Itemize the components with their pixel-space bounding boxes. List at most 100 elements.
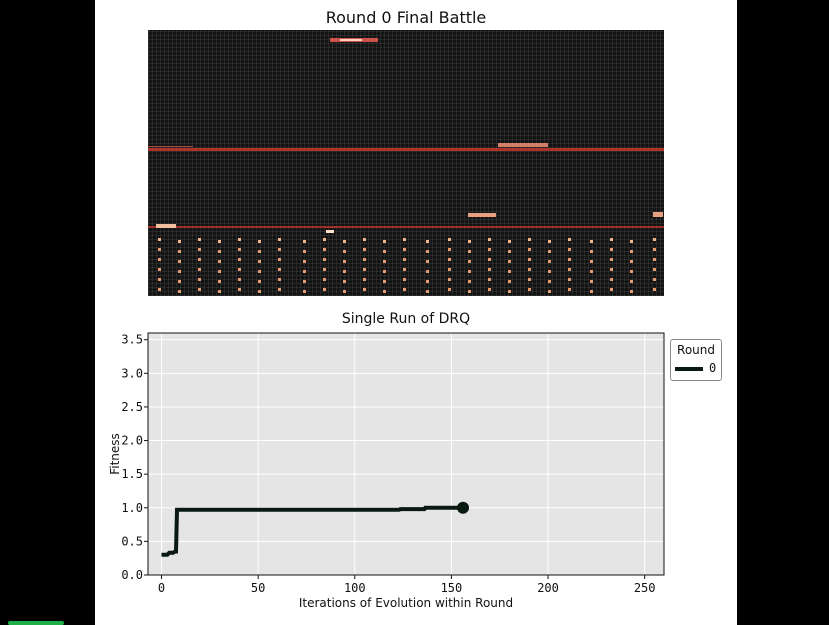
arena-process-dot bbox=[468, 280, 471, 283]
arena-process-dot bbox=[278, 258, 281, 261]
legend-swatch bbox=[675, 367, 703, 371]
legend-title: Round bbox=[677, 343, 715, 357]
arena-process-dot bbox=[590, 280, 593, 283]
arena-process-dot bbox=[528, 258, 531, 261]
arena-process-dot bbox=[630, 290, 633, 293]
arena-process-dot bbox=[323, 248, 326, 251]
arena-process-dot bbox=[426, 270, 429, 273]
arena-process-dot bbox=[488, 248, 491, 251]
arena-process-dot bbox=[343, 240, 346, 243]
arena-process-dot bbox=[383, 290, 386, 293]
arena-process-dot bbox=[488, 258, 491, 261]
x-tick-label: 250 bbox=[634, 581, 656, 595]
arena-process-dot bbox=[468, 240, 471, 243]
chart-title: Single Run of DRQ bbox=[341, 311, 471, 327]
arena-process-dot bbox=[488, 268, 491, 271]
arena-process-dot bbox=[630, 280, 633, 283]
x-tick-label: 200 bbox=[537, 581, 559, 595]
battle-arena-svg bbox=[148, 38, 664, 293]
arena-process-dot bbox=[303, 260, 306, 263]
arena-process-dot bbox=[343, 260, 346, 263]
arena-process-dot bbox=[590, 270, 593, 273]
arena-process-dot bbox=[218, 240, 221, 243]
arena-process-dot bbox=[590, 250, 593, 253]
y-tick-label: 3.0 bbox=[121, 366, 143, 380]
y-axis-label: Fitness bbox=[108, 433, 122, 475]
arena-process-dot bbox=[468, 270, 471, 273]
arena-process-dot bbox=[568, 278, 571, 281]
arena-process-dot bbox=[323, 238, 326, 241]
arena-process-dot bbox=[448, 268, 451, 271]
arena-process-dot bbox=[198, 258, 201, 261]
battle-arena-canvas bbox=[148, 30, 664, 296]
arena-process-dot bbox=[403, 268, 406, 271]
arena-process-dot bbox=[198, 288, 201, 291]
arena-process-dot bbox=[590, 260, 593, 263]
arena-process-dot bbox=[448, 248, 451, 251]
arena-process-dot bbox=[258, 260, 261, 263]
arena-process-dot bbox=[303, 280, 306, 283]
arena-process-dot bbox=[258, 270, 261, 273]
arena-process-dot bbox=[508, 250, 511, 253]
arena-process-dot bbox=[630, 250, 633, 253]
arena-process-dot bbox=[238, 258, 241, 261]
arena-process-dot bbox=[448, 258, 451, 261]
y-tick-label: 3.5 bbox=[121, 333, 143, 347]
arena-process-dot bbox=[323, 268, 326, 271]
arena-process-dot bbox=[238, 278, 241, 281]
arena-process-dot bbox=[218, 250, 221, 253]
arena-process-dot bbox=[448, 278, 451, 281]
arena-process-dot bbox=[528, 238, 531, 241]
arena-process-dot bbox=[448, 238, 451, 241]
arena-process-dot bbox=[508, 280, 511, 283]
arena-process-dot bbox=[468, 260, 471, 263]
arena-process-dot bbox=[278, 248, 281, 251]
arena-process-dot bbox=[488, 238, 491, 241]
arena-process-dot bbox=[258, 250, 261, 253]
arena-process-dot bbox=[218, 270, 221, 273]
arena-process-dot bbox=[653, 288, 656, 291]
chart-legend: Round 0 bbox=[670, 339, 722, 381]
arena-process-dot bbox=[323, 258, 326, 261]
arena-process-dot bbox=[468, 290, 471, 293]
arena-process-dot bbox=[198, 238, 201, 241]
arena-process-dot bbox=[158, 248, 161, 251]
arena-process-dot bbox=[178, 290, 181, 293]
arena-process-dot bbox=[363, 238, 366, 241]
arena-process-dot bbox=[548, 250, 551, 253]
series-end-marker bbox=[457, 501, 470, 514]
arena-process-dot bbox=[178, 280, 181, 283]
arena-process-dot bbox=[426, 280, 429, 283]
arena-process-dot bbox=[363, 258, 366, 261]
arena-process-dot bbox=[548, 240, 551, 243]
y-tick-label: 1.5 bbox=[121, 467, 143, 481]
y-tick-label: 1.0 bbox=[121, 501, 143, 515]
arena-process-dot bbox=[568, 268, 571, 271]
arena-process-dot bbox=[303, 250, 306, 253]
y-tick-label: 2.0 bbox=[121, 434, 143, 448]
arena-process-dot bbox=[508, 260, 511, 263]
plot-area bbox=[148, 333, 664, 575]
arena-process-dot bbox=[468, 250, 471, 253]
arena-process-dot bbox=[158, 268, 161, 271]
arena-program-block bbox=[326, 230, 334, 233]
arena-process-dot bbox=[630, 270, 633, 273]
arena-process-dot bbox=[653, 278, 656, 281]
arena-process-dot bbox=[323, 278, 326, 281]
arena-process-dot bbox=[383, 270, 386, 273]
arena-process-dot bbox=[238, 288, 241, 291]
arena-process-dot bbox=[178, 260, 181, 263]
arena-process-dot bbox=[590, 290, 593, 293]
arena-process-dot bbox=[383, 280, 386, 283]
arena-process-dot bbox=[238, 268, 241, 271]
arena-process-dot bbox=[528, 288, 531, 291]
arena-process-dots bbox=[158, 238, 656, 293]
arena-process-dot bbox=[278, 238, 281, 241]
arena-process-dot bbox=[508, 290, 511, 293]
arena-process-dot bbox=[610, 238, 613, 241]
y-tick-label: 0.5 bbox=[121, 534, 143, 548]
arena-process-dot bbox=[363, 288, 366, 291]
arena-process-dot bbox=[528, 268, 531, 271]
arena-process-dot bbox=[158, 258, 161, 261]
